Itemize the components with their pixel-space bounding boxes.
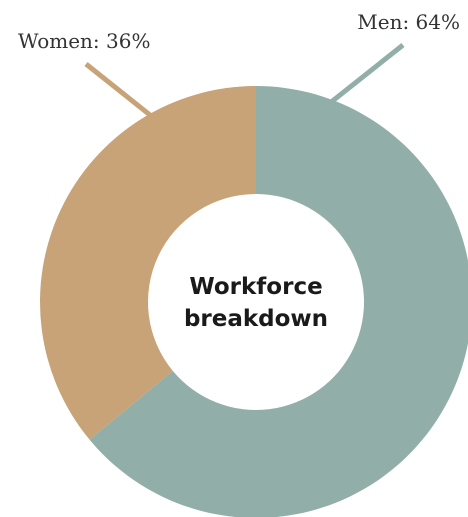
center-title-line-2: breakdown xyxy=(184,306,328,332)
slice-women xyxy=(39,86,256,440)
leader-line-women xyxy=(84,62,156,121)
leader-lines-layer xyxy=(84,43,405,121)
leader-line-men xyxy=(326,43,405,107)
slice-label-men: Men: 64% xyxy=(357,10,460,34)
center-title-line-1: Workforce xyxy=(189,274,322,300)
slice-label-women: Women: 36% xyxy=(18,29,150,53)
slices-layer xyxy=(39,86,468,517)
slice-men xyxy=(89,86,468,517)
